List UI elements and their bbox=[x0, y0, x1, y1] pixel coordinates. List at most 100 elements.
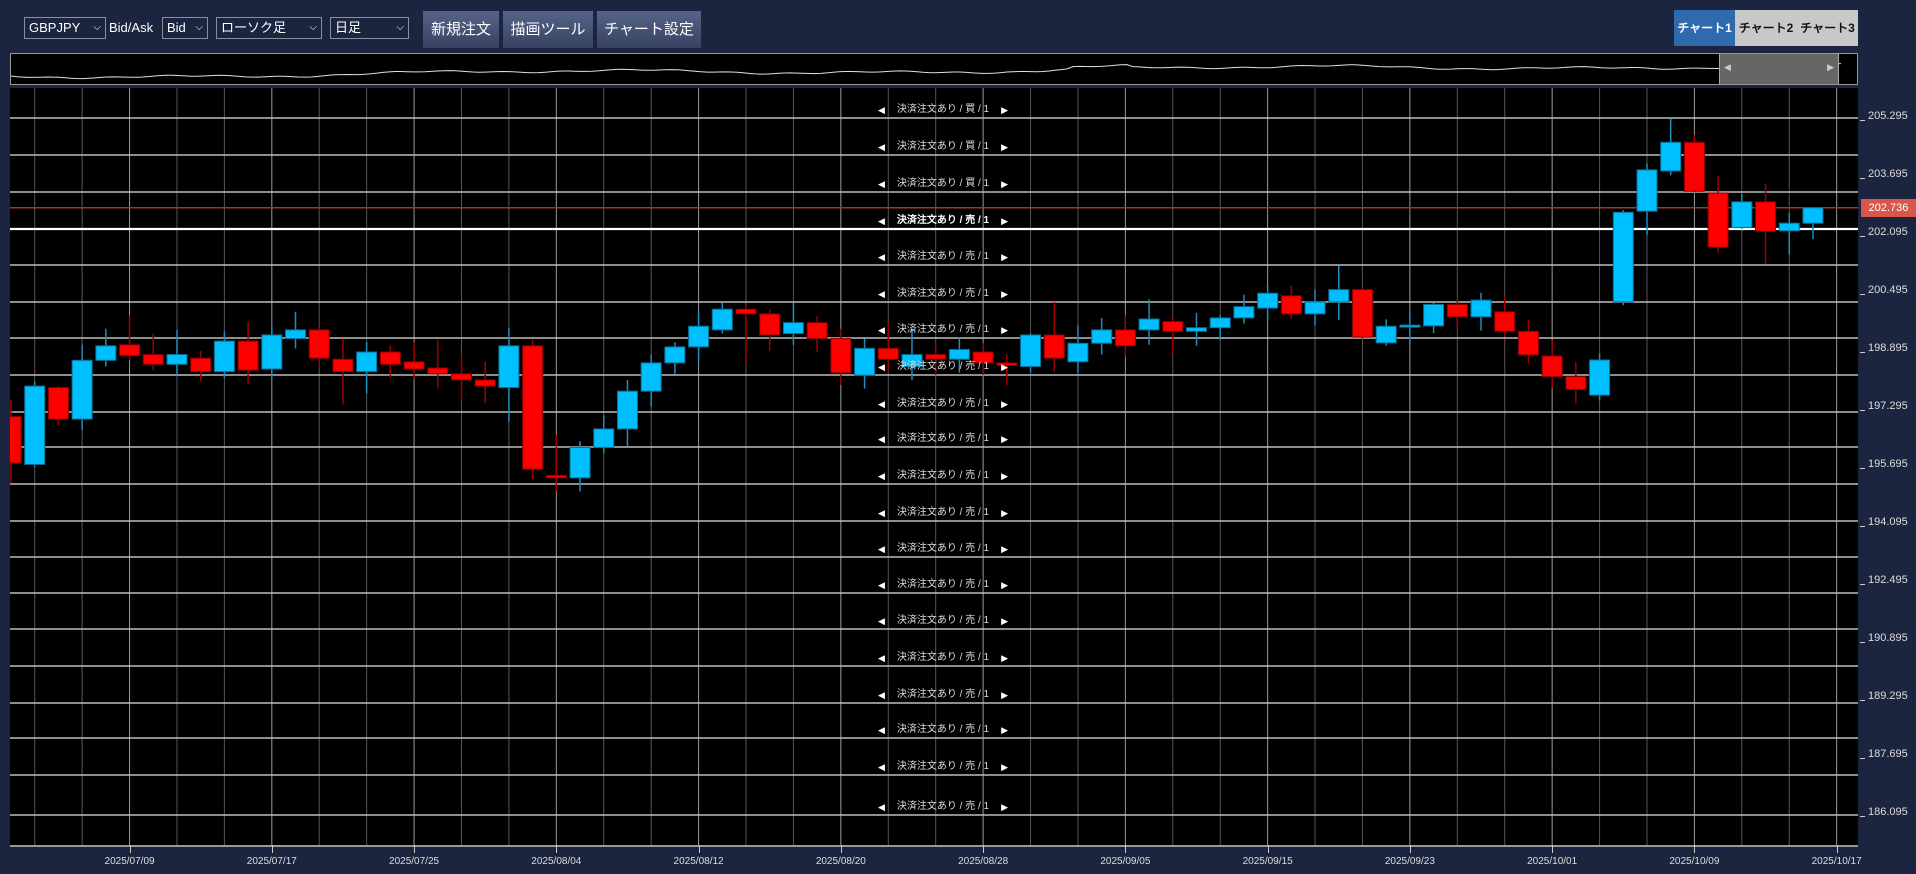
candle-up bbox=[569, 446, 591, 479]
arrow-right-icon[interactable]: ▶ bbox=[1001, 179, 1008, 189]
price-tick-label: 195.695 bbox=[1860, 458, 1908, 471]
navigator-range-handle[interactable]: ◀ ▶ bbox=[1719, 54, 1839, 84]
chart-navigator[interactable]: ◀ ▶ bbox=[10, 53, 1858, 85]
order-label[interactable]: ◀ 決済注文あり / 売 / 1 ▶ bbox=[878, 760, 1008, 774]
arrow-right-icon[interactable]: ▶ bbox=[1001, 802, 1008, 812]
chevron-down-icon: ⌵ bbox=[309, 22, 317, 33]
order-label[interactable]: ◀ 決済注文あり / 売 / 1 ▶ bbox=[878, 614, 1008, 628]
tab-chart-3[interactable]: チャート3 bbox=[1797, 10, 1858, 46]
arrow-left-icon[interactable]: ◀ bbox=[878, 325, 885, 335]
bidask-select[interactable]: Bid ⌵ bbox=[162, 17, 208, 39]
candle-up bbox=[782, 322, 804, 334]
candle-up bbox=[1138, 318, 1160, 331]
arrow-left-icon[interactable]: ◀ bbox=[878, 252, 885, 262]
arrow-left-icon[interactable]: ◀ bbox=[878, 762, 885, 772]
arrow-right-icon[interactable]: ▶ bbox=[1001, 289, 1008, 299]
price-tick-label: 194.095 bbox=[1860, 516, 1908, 529]
date-tick-label: 2025/07/25 bbox=[389, 856, 440, 867]
order-label[interactable]: ◀ 決済注文あり / 買 / 1 ▶ bbox=[878, 140, 1008, 154]
order-label[interactable]: ◀ 決済注文あり / 売 / 1 ▶ bbox=[878, 723, 1008, 737]
arrow-left-icon[interactable]: ◀ bbox=[878, 216, 885, 226]
arrow-right-icon[interactable]: ▶ bbox=[1001, 105, 1008, 115]
arrow-right-icon[interactable]: ▶ bbox=[1001, 434, 1008, 444]
date-tick-label: 2025/09/23 bbox=[1384, 856, 1435, 867]
candlestick-chart[interactable]: ◀ 決済注文あり / 買 / 1 ▶ ◀ 決済注文あり / 買 / 1 ▶ ◀ 決済注文あり … bbox=[10, 88, 1858, 845]
order-label[interactable]: ◀ 決済注文あり / 売 / 1 ▶ bbox=[878, 469, 1008, 483]
arrow-left-icon[interactable]: ◀ bbox=[878, 105, 885, 115]
order-label-text: 決済注文あり / 売 / 1 bbox=[896, 689, 990, 700]
candle-up bbox=[1423, 303, 1445, 327]
symbol-select[interactable]: GBPJPY ⌵ bbox=[24, 17, 106, 39]
scroll-left-icon[interactable]: ◀ bbox=[1724, 62, 1731, 72]
candle-down bbox=[142, 354, 164, 365]
new-order-button[interactable]: 新規注文 bbox=[423, 11, 499, 48]
order-label[interactable]: ◀ 決済注文あり / 売 / 1 ▶ bbox=[878, 214, 1008, 228]
candle-down bbox=[190, 357, 212, 373]
arrow-left-icon[interactable]: ◀ bbox=[878, 508, 885, 518]
arrow-right-icon[interactable]: ▶ bbox=[1001, 399, 1008, 409]
order-label[interactable]: ◀ 決済注文あり / 売 / 1 ▶ bbox=[878, 800, 1008, 814]
arrow-right-icon[interactable]: ▶ bbox=[1001, 616, 1008, 626]
arrow-right-icon[interactable]: ▶ bbox=[1001, 142, 1008, 152]
order-label[interactable]: ◀ 決済注文あり / 売 / 1 ▶ bbox=[878, 250, 1008, 264]
arrow-left-icon[interactable]: ◀ bbox=[878, 179, 885, 189]
order-label[interactable]: ◀ 決済注文あり / 売 / 1 ▶ bbox=[878, 360, 1008, 374]
order-label[interactable]: ◀ 決済注文あり / 売 / 1 ▶ bbox=[878, 506, 1008, 520]
timeframe-select[interactable]: 日足 ⌵ bbox=[330, 17, 409, 39]
candle-up bbox=[1660, 141, 1682, 172]
arrow-right-icon[interactable]: ▶ bbox=[1001, 580, 1008, 590]
order-label[interactable]: ◀ 決済注文あり / 売 / 1 ▶ bbox=[878, 651, 1008, 665]
tab-chart-1[interactable]: チャート1 bbox=[1674, 10, 1735, 46]
order-label[interactable]: ◀ 決済注文あり / 買 / 1 ▶ bbox=[878, 103, 1008, 117]
arrow-right-icon[interactable]: ▶ bbox=[1001, 508, 1008, 518]
arrow-right-icon[interactable]: ▶ bbox=[1001, 725, 1008, 735]
order-label[interactable]: ◀ 決済注文あり / 売 / 1 ▶ bbox=[878, 578, 1008, 592]
order-label[interactable]: ◀ 決済注文あり / 売 / 1 ▶ bbox=[878, 397, 1008, 411]
order-label[interactable]: ◀ 決済注文あり / 売 / 1 ▶ bbox=[878, 287, 1008, 301]
order-label[interactable]: ◀ 決済注文あり / 売 / 1 ▶ bbox=[878, 323, 1008, 337]
drawing-tools-button[interactable]: 描画ツール bbox=[503, 11, 593, 48]
arrow-left-icon[interactable]: ◀ bbox=[878, 653, 885, 663]
candle-up bbox=[1067, 342, 1089, 363]
arrow-left-icon[interactable]: ◀ bbox=[878, 690, 885, 700]
chart-type-select[interactable]: ローソク足 ⌵ bbox=[216, 17, 322, 39]
arrow-left-icon[interactable]: ◀ bbox=[878, 399, 885, 409]
candle-down bbox=[1043, 334, 1065, 359]
candle-down bbox=[427, 367, 449, 375]
arrow-right-icon[interactable]: ▶ bbox=[1001, 762, 1008, 772]
arrow-right-icon[interactable]: ▶ bbox=[1001, 653, 1008, 663]
arrow-right-icon[interactable]: ▶ bbox=[1001, 362, 1008, 372]
order-label[interactable]: ◀ 決済注文あり / 売 / 1 ▶ bbox=[878, 688, 1008, 702]
arrow-right-icon[interactable]: ▶ bbox=[1001, 690, 1008, 700]
scroll-right-icon[interactable]: ▶ bbox=[1827, 62, 1834, 72]
arrow-left-icon[interactable]: ◀ bbox=[878, 580, 885, 590]
arrow-left-icon[interactable]: ◀ bbox=[878, 544, 885, 554]
arrow-left-icon[interactable]: ◀ bbox=[878, 142, 885, 152]
arrow-left-icon[interactable]: ◀ bbox=[878, 434, 885, 444]
candle-down bbox=[1541, 355, 1563, 378]
arrow-right-icon[interactable]: ▶ bbox=[1001, 544, 1008, 554]
chart-settings-button[interactable]: チャート設定 bbox=[597, 11, 701, 48]
candle-down bbox=[1280, 295, 1302, 315]
candle-up bbox=[356, 351, 378, 373]
price-tick-label: 189.295 bbox=[1860, 690, 1908, 703]
candle-down bbox=[545, 474, 567, 479]
order-label[interactable]: ◀ 決済注文あり / 買 / 1 ▶ bbox=[878, 177, 1008, 191]
tab-chart-2[interactable]: チャート2 bbox=[1735, 10, 1797, 46]
arrow-left-icon[interactable]: ◀ bbox=[878, 362, 885, 372]
arrow-left-icon[interactable]: ◀ bbox=[878, 289, 885, 299]
order-label[interactable]: ◀ 決済注文あり / 売 / 1 ▶ bbox=[878, 542, 1008, 556]
arrow-right-icon[interactable]: ▶ bbox=[1001, 471, 1008, 481]
arrow-left-icon[interactable]: ◀ bbox=[878, 725, 885, 735]
date-tick-label: 2025/08/04 bbox=[531, 856, 582, 867]
arrow-left-icon[interactable]: ◀ bbox=[878, 471, 885, 481]
arrow-right-icon[interactable]: ▶ bbox=[1001, 252, 1008, 262]
candle-down bbox=[925, 354, 947, 360]
arrow-right-icon[interactable]: ▶ bbox=[1001, 325, 1008, 335]
candle-down bbox=[830, 338, 852, 374]
arrow-left-icon[interactable]: ◀ bbox=[878, 616, 885, 626]
order-label[interactable]: ◀ 決済注文あり / 売 / 1 ▶ bbox=[878, 432, 1008, 446]
arrow-right-icon[interactable]: ▶ bbox=[1001, 216, 1008, 226]
order-label-text: 決済注文あり / 売 / 1 bbox=[896, 543, 990, 554]
arrow-left-icon[interactable]: ◀ bbox=[878, 802, 885, 812]
